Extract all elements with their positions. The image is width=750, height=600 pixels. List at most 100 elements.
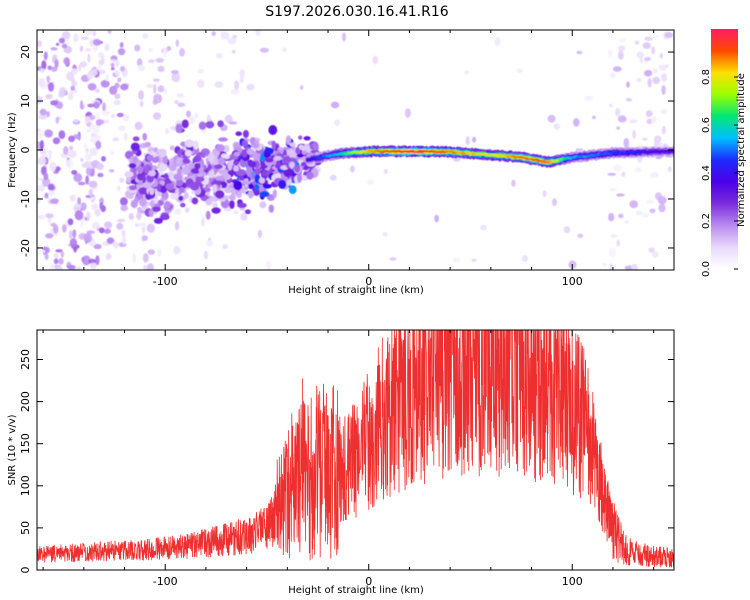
spectrogram-noise-cell [80,202,87,211]
spectrogram-noise-cell [38,249,46,254]
spectrogram-scatter-cell [207,183,213,188]
spectrogram-noise-cell [37,157,47,165]
spectrogram-noise-cell [214,81,224,88]
spectrogram-noise-cell [117,77,122,83]
spectrogram-noise-cell [185,207,190,213]
colorbar-ticks: 0.0 0.2 0.4 0.6 0.8 [701,69,738,277]
spectrogram-scatter-cell [132,136,140,142]
spectrogram-noise-cell [170,125,176,131]
spectrogram-noise-cell [366,179,375,185]
spectrogram-noise-cell [629,119,638,124]
spectrogram-noise-cell [215,53,223,59]
spectrogram-scatter-cell [192,157,200,163]
spectrogram-noise-cell [69,194,76,202]
y-tick-label: 150 [19,433,32,454]
spectrogram-noise-cell [257,229,263,238]
spectrogram-noise-cell [73,33,79,43]
spectrogram-scatter-cell [241,140,249,147]
spectrogram-scatter-cell [265,157,274,163]
spectrogram-scatter-cell [239,188,246,194]
spectrogram-noise-cell [623,137,630,148]
spectrogram-noise-cell [139,100,144,107]
spectrogram-noise-cell [138,90,145,100]
spectrogram-noise-cell [43,172,49,181]
spectrogram-noise-cell [119,177,125,183]
spectrogram-noise-cell [79,45,84,52]
spectrogram-noise-cell [624,220,630,224]
spectrogram-scatter-cell [258,177,265,184]
spectrogram-noise-cell [68,149,77,159]
spectrogram-scatter-cell [248,190,254,199]
spectrogram-scatter-cell [246,148,255,155]
spectrogram-noise-cell [121,235,127,245]
spectrogram-scatter-cell [262,170,268,177]
spectrogram-scatter-cell [263,152,271,158]
spectrogram-scatter-cell [184,192,189,199]
spectrogram-noise-cell [609,263,613,270]
spectrogram-scatter-cell [130,142,140,151]
spectrogram-noise-cell [625,97,633,102]
spectrogram-noise-cell [146,83,154,89]
x-tick-label: 0 [365,575,372,588]
spectrogram-scatter-cell [303,136,311,141]
spectrogram-noise-cell [86,211,91,222]
spectrogram-scatter-cell [295,147,301,155]
spectrogram-noise-cell [123,114,130,122]
spectrogram-noise-cell [179,48,186,57]
spectrogram-noise-cell [97,172,104,178]
spectrogram-noise-cell [55,42,60,46]
spectrogram-noise-cell [660,109,668,115]
spectrogram-noise-cell [120,83,129,91]
snr-x-ticks: -100 0 100 [42,330,655,588]
spectrogram-scatter-cell [191,197,199,205]
spectrogram-noise-cell [618,45,626,51]
spectrogram-noise-cell [636,77,642,83]
spectrogram-noise-cell [120,197,128,206]
spectrogram-noise-cell [553,123,561,130]
spectrogram-scatter-cell [229,194,236,201]
spectrogram-noise-cell [621,171,626,177]
spectrogram-noise-cell [48,263,56,270]
spectrogram-noise-cell [80,36,90,40]
spectrogram-noise-cell [45,94,53,100]
spectrogram-noise-cell [227,37,237,45]
spectrogram-noise-cell [48,155,52,161]
spectrogram-scatter-cell [142,133,148,141]
spectrogram-noise-cell [110,113,116,118]
spectrogram-noise-cell [49,161,57,172]
spectrogram-noise-cell [584,95,593,101]
spectrogram-noise-cell [106,237,114,245]
spectrogram-noise-cell [654,140,660,147]
spectrogram-noise-cell [547,114,556,123]
spectrogram-noise-cell [667,166,672,173]
spectrogram-noise-cell [197,69,204,74]
spectrogram-scatter-cell [297,173,302,183]
spectrogram-noise-cell [155,57,165,63]
spectrogram-noise-cell [45,233,54,239]
spectrogram-noise-cell [37,184,45,192]
spectrogram-noise-cell [38,115,48,120]
spectrogram-scatter-cell [303,166,309,171]
spectrogram-ridge-cell [541,159,546,162]
spectrogram-noise-cell [88,188,93,197]
spectrogram-noise-cell [635,210,643,216]
colorbar-tick-label: 0.0 [701,261,712,277]
spectrogram-noise-cell [120,204,128,212]
spectrogram-scatter-cell [157,149,167,158]
spectrogram-scatter-cell [268,125,278,135]
spectrogram-noise-cell [649,208,656,214]
spectrogram-noise-cell [104,43,110,52]
spectrogram-noise-cell [83,144,88,148]
spectrogram-noise-cell [300,85,304,90]
spectrogram-noise-cell [607,172,617,176]
spectrogram-noise-cell [658,203,666,213]
spectrogram-noise-cell [44,252,49,261]
spectrogram-noise-cell [212,202,218,208]
spectrogram-noise-cell [43,51,48,61]
spectrogram-noise-cell [157,248,162,258]
spectrogram-noise-cell [552,198,557,207]
spectrogram-noise-cell [472,136,477,143]
spectrogram-scatter-cell [146,154,154,162]
spectrogram-noise-cell [174,208,182,215]
spectrogram-noise-cell [47,189,56,196]
